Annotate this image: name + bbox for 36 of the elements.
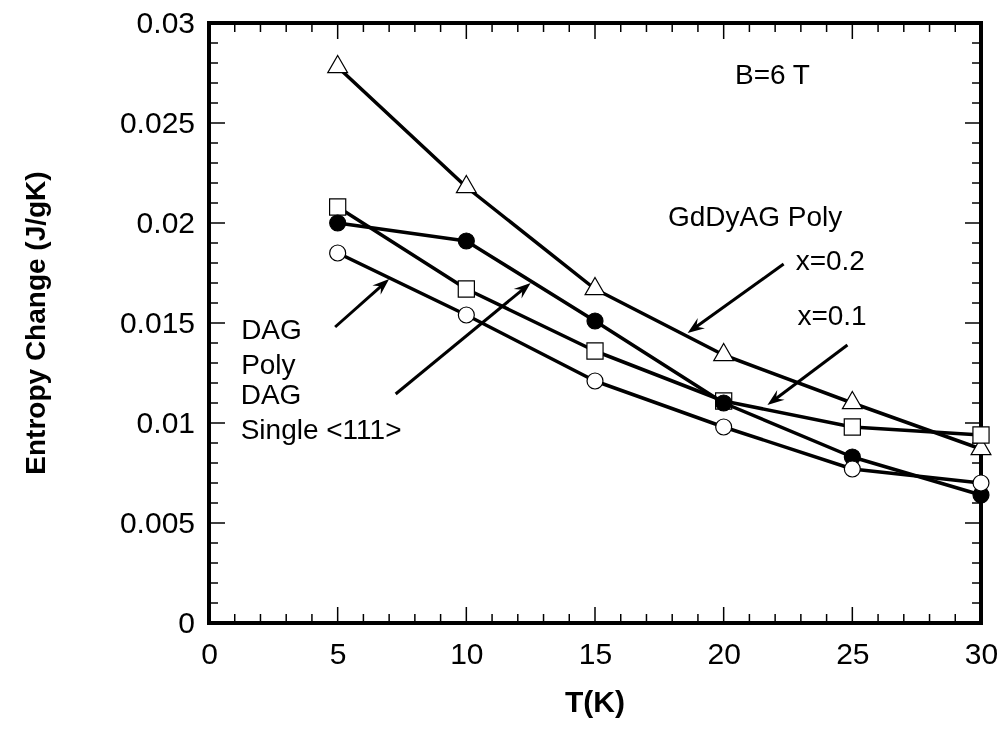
x-tick-label: 5 [329, 637, 347, 670]
point [972, 426, 990, 444]
y-tick-label: 0.015 [119, 306, 195, 340]
x-tick-label: 15 [578, 637, 613, 670]
annotation: x=0.1 [797, 300, 867, 331]
x-tick-label: 25 [836, 637, 870, 670]
x-tick-label: 20 [707, 637, 741, 670]
y-tick-label: 0.025 [119, 106, 195, 140]
point [843, 418, 861, 436]
point [972, 474, 990, 492]
point [457, 280, 475, 298]
annotation: B=6 T [735, 59, 810, 90]
point [329, 198, 347, 216]
point [457, 232, 475, 250]
point [586, 342, 604, 360]
point [586, 372, 604, 390]
annotation: DAG Single <111> [240, 379, 402, 445]
y-axis-title: Entropy Change (J/gK) [20, 171, 51, 475]
point [586, 312, 604, 330]
annotation: x=0.2 [795, 245, 865, 276]
annotation: GdDyAG Poly [668, 201, 843, 232]
y-tick-label: 0 [178, 606, 195, 640]
x-axis-title: T(K) [565, 685, 625, 718]
y-tick-label: 0.01 [136, 406, 195, 440]
point [329, 244, 347, 262]
y-tick-label: 0.03 [136, 6, 195, 40]
point [715, 418, 733, 436]
y-tick-label: 0.005 [119, 506, 195, 540]
point [457, 306, 475, 324]
x-tick-label: 30 [964, 637, 999, 670]
annotation: DAG Poly [241, 314, 302, 380]
y-tick-label: 0.02 [136, 206, 195, 240]
point [843, 460, 861, 478]
x-tick-label: 10 [450, 637, 484, 670]
point [329, 214, 347, 232]
x-tick-label: 0 [201, 637, 218, 670]
